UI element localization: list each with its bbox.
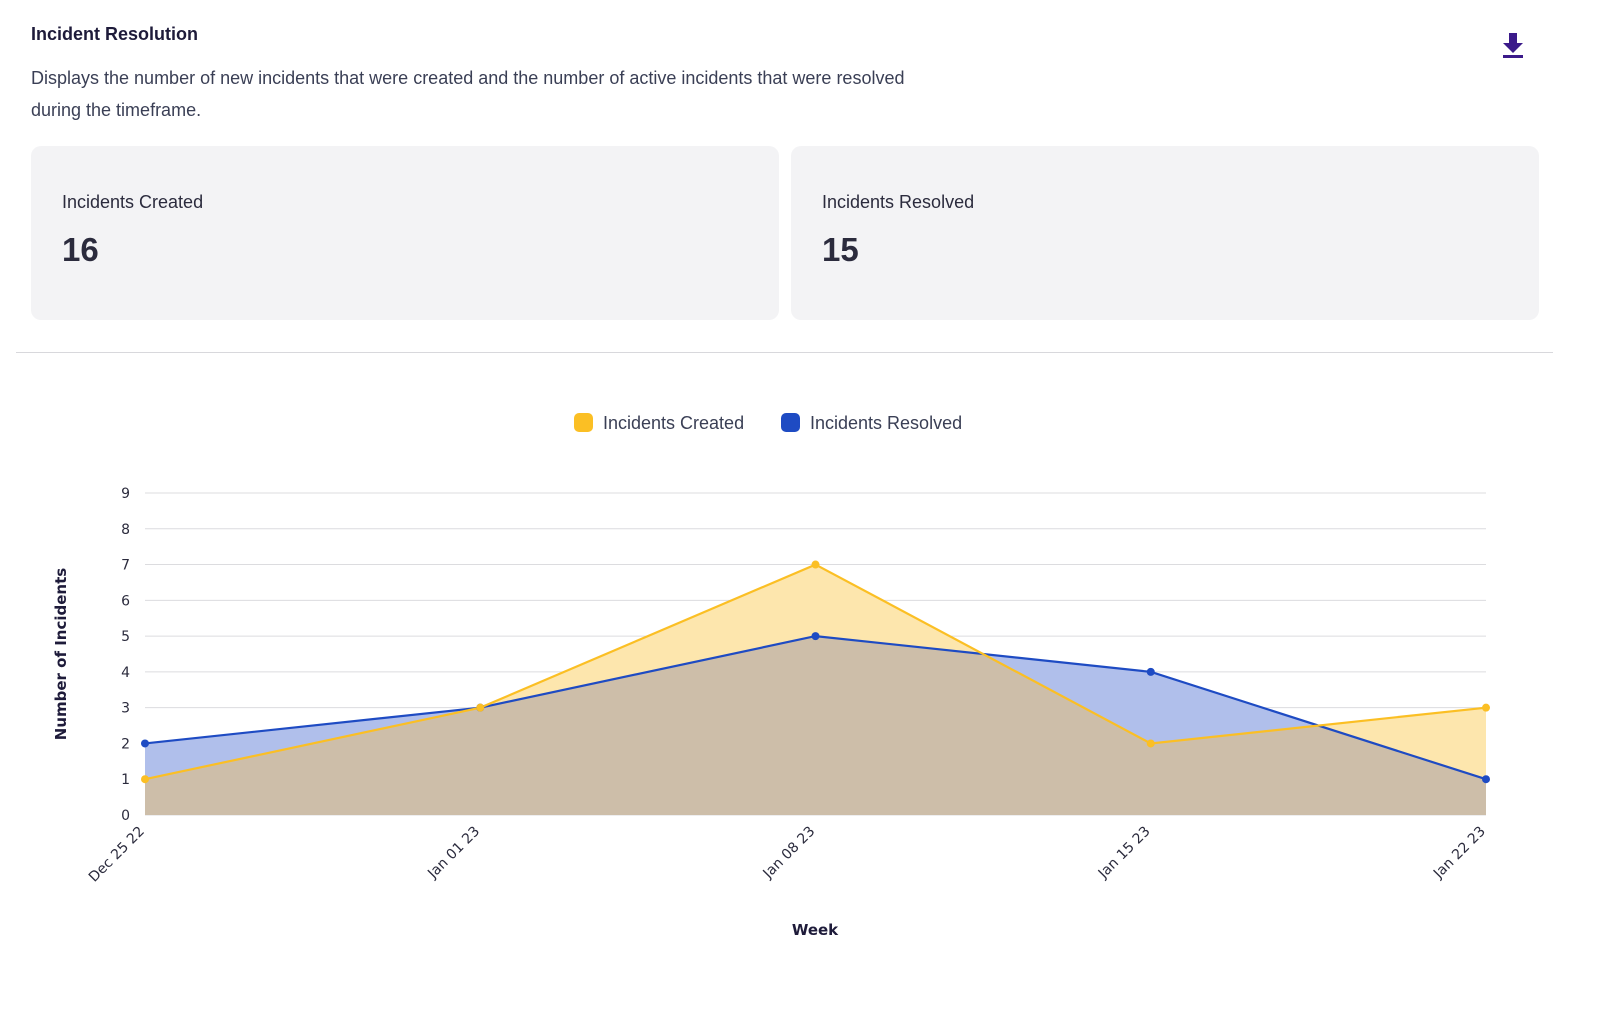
incidents-created-value: 16 [62, 231, 99, 268]
created-point [811, 560, 820, 569]
resolved-point [811, 632, 820, 641]
created-point [141, 775, 149, 784]
y-tick-label: 9 [121, 486, 130, 502]
legend-swatch-created [574, 413, 593, 432]
y-tick-label: 0 [121, 808, 130, 824]
y-tick-label: 4 [121, 665, 130, 681]
created-point [476, 703, 485, 712]
incidents-resolved-value: 15 [822, 231, 859, 268]
y-tick-label: 2 [121, 736, 130, 752]
y-tick-label: 3 [121, 701, 130, 717]
created-point [1146, 739, 1155, 748]
resolved-point [141, 739, 149, 748]
legend-label-created: Incidents Created [603, 413, 744, 433]
x-tick-label: Jan 22 23 [1430, 824, 1489, 883]
resolved-point [1482, 775, 1490, 784]
x-tick-label: Jan 01 23 [424, 824, 483, 883]
x-tick-label: Jan 08 23 [760, 824, 819, 883]
incidents-created-card: Incidents Created 16 [31, 146, 779, 320]
x-tick-label: Jan 15 23 [1095, 824, 1154, 883]
y-tick-label: 5 [121, 629, 130, 645]
x-axis-title: Week [792, 921, 839, 939]
y-axis-title: Number of Incidents [52, 568, 70, 740]
page-description: Displays the number of new incidents tha… [31, 68, 905, 120]
divider [16, 352, 1553, 353]
download-button[interactable] [1498, 28, 1528, 62]
incidents-created-label: Incidents Created [62, 192, 204, 212]
created-point [1482, 703, 1490, 712]
legend-label-resolved: Incidents Resolved [810, 413, 962, 433]
y-tick-label: 7 [121, 558, 130, 574]
y-tick-label: 8 [121, 522, 130, 538]
download-icon [1503, 33, 1523, 58]
page-title: Incident Resolution [31, 24, 199, 44]
y-tick-label: 6 [121, 593, 130, 609]
resolved-point [1146, 667, 1155, 676]
x-tick-label: Dec 25 22 [86, 824, 148, 886]
legend-swatch-resolved [781, 413, 800, 432]
y-tick-label: 1 [121, 772, 130, 788]
overlap-area [145, 636, 1486, 815]
incidents-resolved-card: Incidents Resolved 15 [791, 146, 1539, 320]
incidents-resolved-label: Incidents Resolved [822, 192, 975, 212]
